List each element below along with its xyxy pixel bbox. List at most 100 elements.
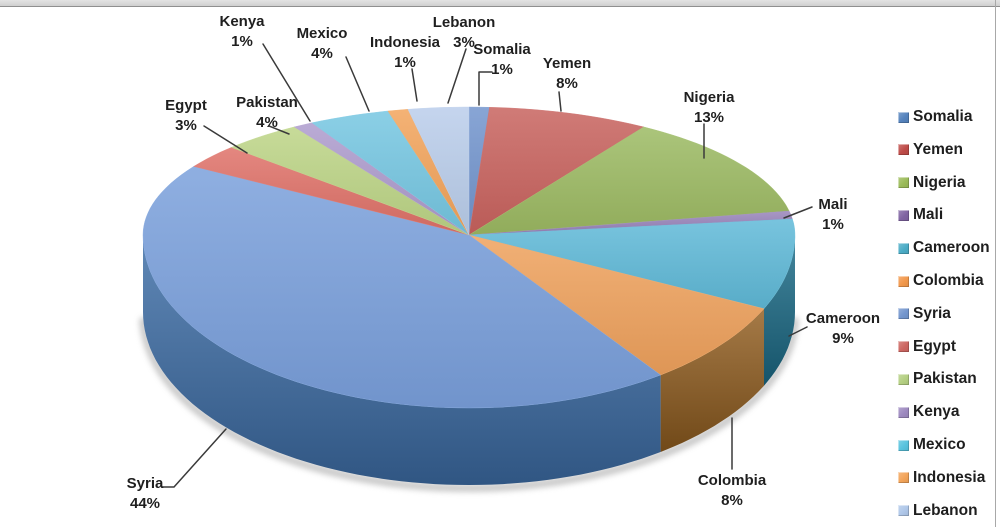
pie-slice-nigeria[interactable] [468, 126, 790, 236]
data-label-percent: 1% [394, 54, 416, 71]
data-label-colombia[interactable]: Colombia 8% [677, 471, 787, 511]
data-label-percent: 1% [822, 216, 844, 233]
legend-item-somalia[interactable]: Somalia [898, 108, 972, 126]
data-label-name: Egypt [165, 97, 207, 114]
leader-line-syria [161, 428, 227, 488]
leader-line-pakistan [268, 125, 290, 135]
leader-line-lebanon [447, 48, 467, 104]
legend-label: Lebanon [913, 501, 978, 519]
pie-slice-pakistan[interactable] [230, 126, 470, 236]
legend-item-cameroon[interactable]: Cameroon [898, 239, 990, 257]
data-label-nigeria[interactable]: Nigeria 13% [654, 88, 764, 128]
legend-swatch-lebanon [898, 505, 909, 517]
legend-label: Colombia [913, 272, 984, 289]
data-label-name: Colombia [697, 472, 767, 489]
pie-slice-side-syria[interactable] [143, 235, 661, 485]
legend-label: Yemen [913, 140, 963, 158]
data-label-percent: 3% [175, 117, 197, 134]
legend-label: Cameroon [913, 239, 990, 257]
data-label-percent: 9% [832, 330, 854, 347]
legend-label: Indonesia [913, 468, 986, 486]
legend-label: Somalia [913, 108, 973, 125]
leader-line-yemen [558, 91, 562, 112]
legend-item-indonesia[interactable]: Indonesia [898, 469, 985, 487]
data-label-syria[interactable]: Syria 44% [90, 474, 200, 514]
data-label-name: Cameroon [805, 310, 881, 327]
pie-slice-side-colombia[interactable] [660, 308, 764, 452]
pie-shadow [139, 317, 799, 492]
legend-swatch-colombia [898, 275, 909, 287]
legend-label: Pakistan [913, 370, 977, 388]
window-right-border [995, 0, 996, 527]
data-label-name: Indonesia [369, 34, 440, 51]
leader-line-mali [783, 206, 813, 219]
legend-item-mexico[interactable]: Mexico [898, 436, 966, 454]
legend-item-lebanon[interactable]: Lebanon [898, 502, 978, 520]
data-label-pakistan[interactable]: Pakistan 4% [212, 93, 322, 133]
data-label-name: Mexico [296, 25, 348, 42]
data-label-percent: 8% [556, 75, 578, 92]
legend-swatch-cameroon [898, 242, 909, 254]
legend-item-kenya[interactable]: Kenya [898, 403, 960, 421]
legend-item-yemen[interactable]: Yemen [898, 141, 963, 159]
pie-slice-mexico[interactable] [311, 110, 470, 236]
leader-line-cameroon [788, 326, 808, 337]
data-label-name: Pakistan [236, 94, 298, 111]
pie-chart-area: Somalia 1% Yemen 8% Nigeria 13% Mali 1% Cameroon… [0, 7, 1000, 527]
data-label-percent: 44% [129, 495, 161, 512]
leader-line-mexico [345, 56, 370, 112]
data-label-cameroon[interactable]: Cameroon 9% [788, 309, 898, 349]
legend-item-nigeria[interactable]: Nigeria [898, 174, 966, 192]
data-label-name: Lebanon [432, 14, 496, 31]
data-label-percent: 1% [491, 61, 513, 78]
legend-item-colombia[interactable]: Colombia [898, 272, 984, 290]
data-label-egypt[interactable]: Egypt 3% [131, 96, 241, 136]
data-label-percent: 4% [256, 114, 278, 131]
data-label-mexico[interactable]: Mexico 4% [267, 24, 377, 64]
legend-swatch-somalia [898, 111, 909, 123]
legend-label: Nigeria [913, 173, 966, 191]
legend-swatch-kenya [898, 406, 909, 418]
data-label-name: Somalia [473, 41, 531, 58]
pie-slice-colombia[interactable] [468, 234, 765, 376]
data-label-percent: 8% [721, 492, 743, 509]
data-label-somalia[interactable]: Somalia 1% [447, 40, 557, 80]
data-label-name: Kenya [219, 13, 265, 30]
legend-item-syria[interactable]: Syria [898, 305, 951, 323]
legend-label: Egypt [913, 337, 957, 355]
pie-3d-plot [139, 43, 813, 492]
legend-swatch-syria [898, 308, 909, 320]
legend-swatch-nigeria [898, 177, 909, 189]
legend-label: Kenya [913, 403, 960, 421]
data-label-percent: 1% [231, 33, 253, 50]
pie-slice-yemen[interactable] [468, 107, 645, 236]
leader-line-somalia [478, 71, 493, 106]
legend-swatch-mexico [898, 439, 909, 451]
legend-swatch-pakistan [898, 373, 909, 385]
pie-slice-lebanon[interactable] [407, 106, 470, 236]
legend-swatch-mali [898, 209, 909, 221]
data-label-name: Syria [126, 475, 164, 492]
leader-line-egypt [203, 125, 248, 154]
legend-swatch-egypt [898, 341, 909, 353]
leader-line-kenya [262, 43, 311, 122]
legend-label: Mali [913, 206, 944, 224]
legend-label: Syria [913, 304, 951, 322]
legend-item-mali[interactable]: Mali [898, 206, 943, 224]
data-label-mali[interactable]: Mali 1% [778, 195, 888, 235]
data-label-kenya[interactable]: Kenya 1% [187, 12, 297, 52]
data-label-percent: 4% [311, 45, 333, 62]
window-top-bar [0, 0, 1000, 7]
data-label-name: Mali [818, 196, 848, 213]
data-label-indonesia[interactable]: Indonesia 1% [350, 33, 460, 73]
legend-item-pakistan[interactable]: Pakistan [898, 370, 977, 388]
legend-label: Mexico [913, 436, 966, 453]
pie-slice-egypt[interactable] [193, 147, 470, 236]
pie-slice-cameroon[interactable] [468, 218, 796, 309]
data-label-lebanon[interactable]: Lebanon 3% [409, 13, 519, 53]
data-label-yemen[interactable]: Yemen 8% [512, 54, 622, 94]
pie-slice-syria[interactable] [142, 166, 662, 409]
leader-line-indonesia [411, 68, 418, 102]
data-label-percent: 13% [693, 109, 725, 126]
legend-item-egypt[interactable]: Egypt [898, 338, 956, 356]
